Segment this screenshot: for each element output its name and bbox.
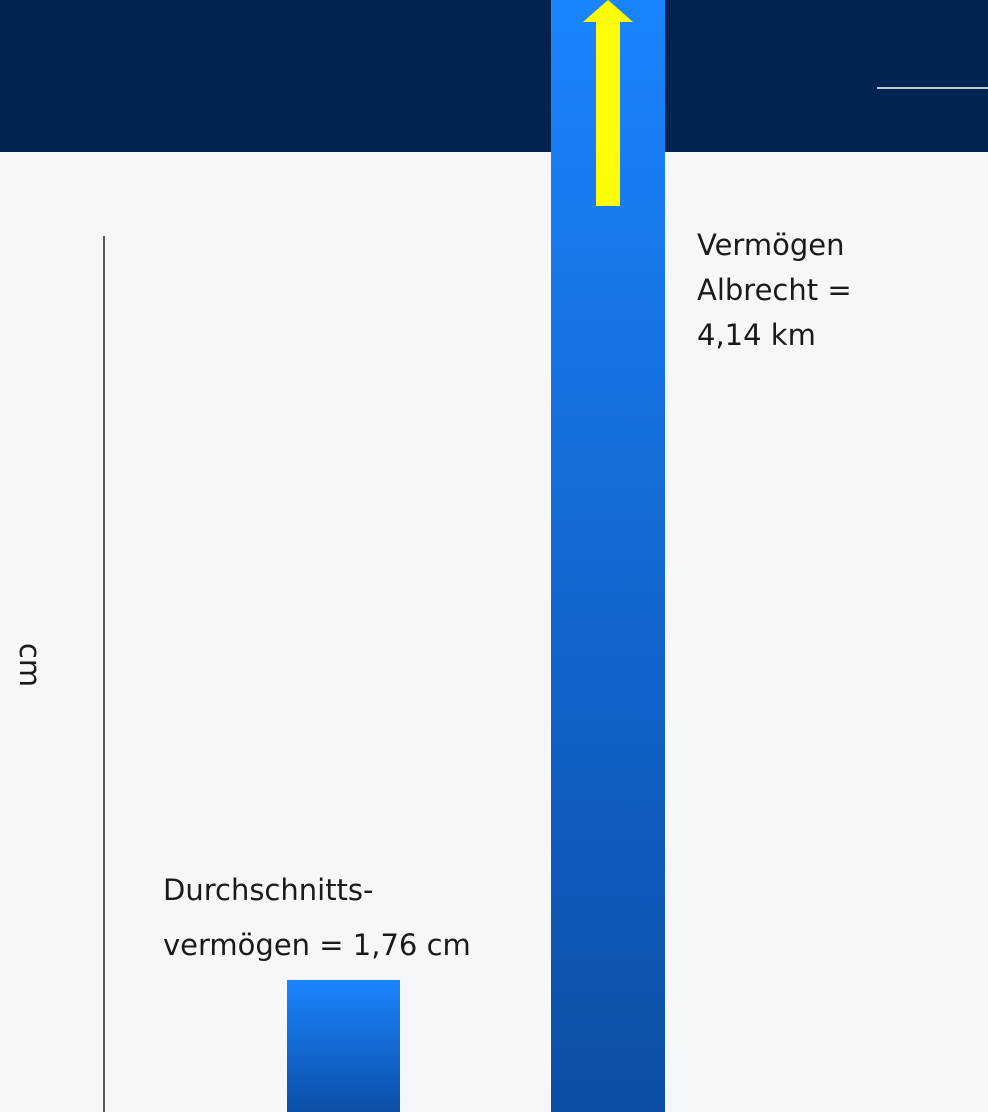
albrecht-label: Vermögen xyxy=(697,228,844,262)
arrow-shaft xyxy=(596,20,620,206)
average-label: vermögen = 1,76 cm xyxy=(163,928,471,962)
header-band xyxy=(0,0,988,152)
axis-label: cm xyxy=(13,643,47,687)
albrecht-label: Albrecht = xyxy=(697,273,852,307)
average-label: Durchschnitts- xyxy=(163,873,374,907)
arrow-head xyxy=(583,0,633,22)
average-bar xyxy=(287,980,400,1112)
albrecht-label: 4,14 km xyxy=(697,318,816,352)
